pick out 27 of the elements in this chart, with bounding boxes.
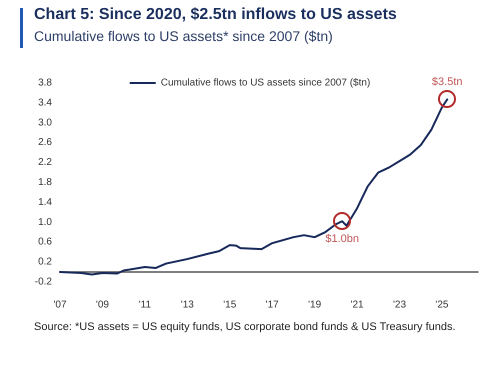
chart-subtitle: Cumulative flows to US assets* since 2007 ($tn) bbox=[34, 28, 333, 44]
y-tick-label: 1.8 bbox=[38, 176, 52, 188]
y-tick-label: -0.2 bbox=[34, 276, 52, 288]
y-tick-label: 3.8 bbox=[38, 78, 52, 88]
y-tick-label: 2.2 bbox=[38, 157, 52, 168]
y-tick-label: 1.0 bbox=[38, 216, 52, 228]
y-tick-label: 2.6 bbox=[38, 137, 52, 148]
y-tick-label: 1.4 bbox=[38, 196, 52, 208]
y-tick-label: 3.0 bbox=[38, 117, 52, 128]
x-tick-label: '25 bbox=[435, 300, 449, 310]
y-tick-label: 3.4 bbox=[38, 97, 52, 108]
legend-label: Cumulative flows to US assets since 2007 ($tn) bbox=[160, 78, 370, 88]
x-tick-label: '21 bbox=[350, 300, 364, 310]
x-tick-label: '15 bbox=[223, 300, 237, 310]
x-tick-label: '07 bbox=[53, 300, 67, 310]
x-tick-label: '19 bbox=[308, 300, 322, 310]
y-tick-label: 0.6 bbox=[38, 236, 52, 248]
x-tick-label: '13 bbox=[180, 300, 194, 310]
x-tick-label: '11 bbox=[138, 300, 152, 310]
y-tick-label: 0.2 bbox=[38, 256, 52, 268]
chart-title: Chart 5: Since 2020, $2.5tn inflows to US assets bbox=[34, 6, 397, 24]
annotation: $1.0bn bbox=[325, 232, 360, 245]
x-tick-label: '17 bbox=[266, 300, 280, 310]
x-tick-label: '09 bbox=[96, 300, 110, 310]
source-note: Source: *US assets = US equity funds, US corporate bond funds & US Treasury funds. bbox=[34, 320, 457, 334]
annotation: $3.5tn bbox=[432, 76, 463, 88]
x-tick-label: '23 bbox=[392, 300, 406, 310]
